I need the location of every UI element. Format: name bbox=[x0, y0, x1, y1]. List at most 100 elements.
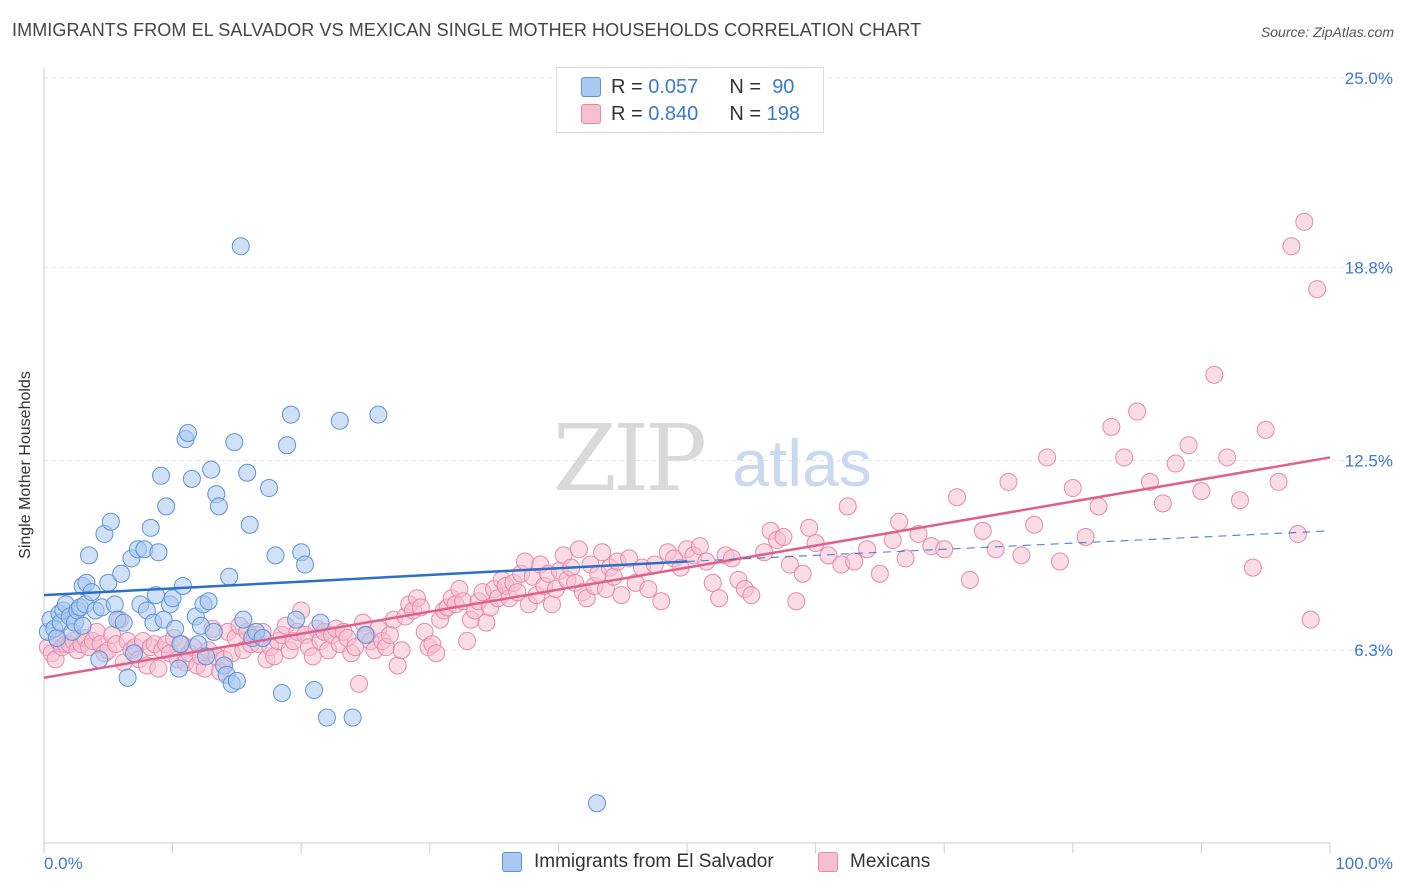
mexican-point bbox=[800, 518, 819, 537]
mexican-point bbox=[774, 528, 793, 546]
salvador-point bbox=[204, 622, 223, 641]
mexican-point bbox=[1282, 237, 1301, 256]
r-value: 0.057 bbox=[648, 75, 699, 98]
salvador-point bbox=[157, 497, 176, 516]
mexican-point bbox=[1301, 610, 1320, 629]
salvador-point bbox=[101, 512, 120, 531]
mexican-point bbox=[1089, 497, 1108, 516]
salvador-point bbox=[202, 460, 221, 479]
mexican-point bbox=[690, 537, 709, 556]
salvador-point bbox=[343, 708, 362, 727]
salvador-point bbox=[197, 647, 216, 666]
stats-legend-row-salvador: R = 0.057 N = 90 bbox=[581, 74, 794, 100]
salvador-point bbox=[253, 628, 272, 647]
salvador-point bbox=[260, 479, 279, 498]
mexican-point bbox=[973, 521, 992, 540]
series-legend: Immigrants from El Salvador Mexicans bbox=[0, 851, 1406, 879]
salvador-point bbox=[80, 546, 99, 565]
salvador-point bbox=[105, 595, 124, 614]
mexican-point bbox=[1179, 436, 1198, 455]
tick-labels: 6.3% 12.5% 18.8% 25.0% 0.0% 100.0% bbox=[44, 69, 1393, 873]
chart-title: IMMIGRANTS FROM EL SALVADOR VS MEXICAN S… bbox=[12, 20, 922, 40]
axes bbox=[43, 68, 1331, 853]
mexican-point bbox=[477, 613, 496, 632]
mexican-point bbox=[896, 549, 915, 568]
salvador-point bbox=[240, 515, 259, 534]
mexican-point bbox=[346, 638, 365, 657]
mexican-point bbox=[427, 644, 446, 663]
mexican-point bbox=[652, 592, 671, 611]
mexican-point bbox=[569, 540, 588, 559]
mexican-point bbox=[1230, 491, 1249, 510]
mexican-point bbox=[1140, 472, 1159, 491]
watermark-atlas: atlas bbox=[732, 426, 871, 500]
mexican-point bbox=[620, 549, 639, 568]
n-value: 90 bbox=[772, 75, 795, 98]
data-points bbox=[38, 212, 1327, 813]
mexican-point bbox=[612, 586, 631, 605]
salvador-point bbox=[220, 567, 239, 586]
mexican-point bbox=[1243, 558, 1262, 577]
salvador-point bbox=[266, 546, 285, 565]
legend-item-mexicans[interactable]: Mexicans bbox=[818, 851, 930, 873]
salvador-point bbox=[112, 564, 131, 583]
salvador-point bbox=[317, 708, 336, 727]
legend-item-salvador[interactable]: Immigrants from El Salvador bbox=[502, 851, 774, 873]
mexican-point bbox=[1153, 494, 1172, 513]
mexican-point bbox=[1295, 212, 1314, 231]
mexican-point bbox=[838, 497, 857, 516]
mexican-point bbox=[948, 488, 967, 507]
n-label: N = bbox=[729, 102, 762, 125]
x-tick-label-max: 100.0% bbox=[1335, 854, 1393, 873]
mexican-point bbox=[639, 580, 658, 599]
salvador-point bbox=[272, 684, 291, 703]
mexican-point bbox=[1063, 479, 1082, 498]
mexican-point bbox=[392, 641, 411, 660]
mexican-point bbox=[303, 647, 322, 666]
legend-label-salvador: Immigrants from El Salvador bbox=[534, 851, 774, 872]
stats-legend-row-mexicans: R = 0.840 N = 198 bbox=[581, 101, 800, 127]
r-label: R = bbox=[611, 102, 643, 125]
salvador-point bbox=[281, 405, 300, 424]
salvador-point bbox=[47, 628, 66, 647]
mexican-point bbox=[787, 592, 806, 611]
salvador-point bbox=[179, 423, 198, 442]
mexican-point bbox=[1308, 280, 1327, 299]
watermark: ZIP atlas bbox=[553, 405, 872, 512]
stats-legend: R = 0.057 N = 90 R = 0.840 N = 198 bbox=[556, 67, 824, 133]
mexican-point bbox=[703, 573, 722, 592]
mexican-point bbox=[1218, 448, 1237, 467]
mexican-point bbox=[388, 656, 407, 675]
mexican-point bbox=[793, 564, 812, 583]
watermark-zip: ZIP bbox=[553, 405, 704, 512]
mexican-point bbox=[1050, 552, 1069, 571]
salvador-point bbox=[209, 497, 228, 516]
salvador-point bbox=[173, 576, 192, 595]
mexican-point bbox=[458, 632, 477, 651]
salvador-point bbox=[170, 659, 189, 678]
mexican-point bbox=[858, 540, 877, 559]
salvador-point bbox=[231, 237, 250, 256]
salvador-point bbox=[152, 466, 171, 485]
mexican-point bbox=[999, 472, 1018, 491]
salvador-point bbox=[166, 619, 185, 638]
salvador-point bbox=[587, 794, 606, 813]
mexican-swatch bbox=[581, 104, 601, 124]
n-value: 198 bbox=[766, 102, 800, 125]
mexican-point bbox=[1128, 402, 1147, 421]
salvador-point bbox=[90, 650, 109, 669]
salvador-point bbox=[125, 644, 144, 663]
mexican-point bbox=[890, 512, 909, 531]
salvador-point bbox=[296, 555, 315, 574]
mexican-point bbox=[845, 552, 864, 571]
salvador-point bbox=[369, 405, 388, 424]
mexican-point bbox=[806, 534, 825, 553]
mexican-point bbox=[149, 659, 168, 678]
salvador-point bbox=[149, 543, 168, 562]
salvador-point bbox=[278, 436, 297, 455]
mexican-point bbox=[1115, 448, 1134, 467]
r-value: 0.840 bbox=[648, 102, 699, 125]
mexican-point bbox=[1076, 528, 1095, 546]
trend-lines bbox=[43, 456, 1331, 679]
